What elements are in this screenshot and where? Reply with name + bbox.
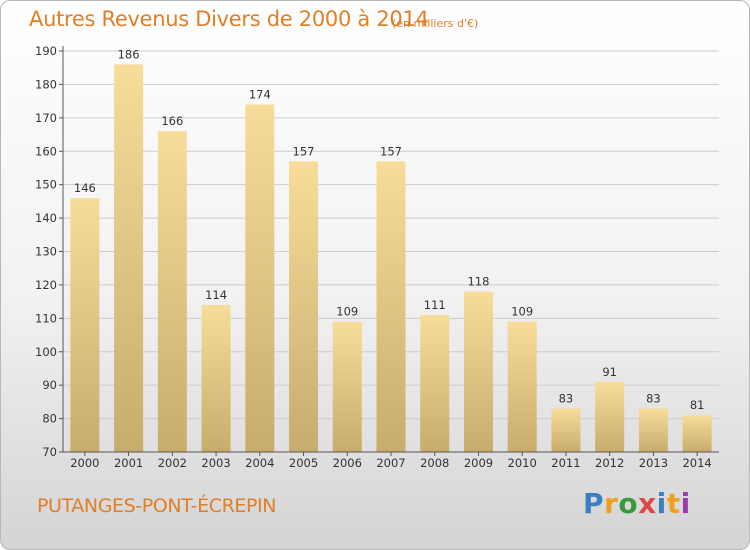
x-tick-label: 2011: [551, 456, 580, 470]
x-tick-label: 2010: [508, 456, 537, 470]
bar: [463, 291, 493, 452]
logo-letter: t: [666, 487, 681, 520]
y-tick-label: 160: [35, 144, 57, 158]
logo-letter: i: [656, 487, 667, 520]
bar: [70, 198, 100, 452]
bar-value-label: 114: [205, 288, 227, 302]
bar-value-label: 81: [690, 398, 705, 412]
logo-letter: P: [583, 487, 605, 520]
y-tick-label: 120: [35, 278, 57, 292]
bar: [376, 161, 406, 452]
x-tick-label: 2006: [333, 456, 362, 470]
bar-value-label: 83: [646, 392, 661, 406]
bar-value-label: 109: [511, 305, 533, 319]
bar: [157, 131, 187, 452]
bar-value-label: 109: [336, 305, 358, 319]
logo-letter: x: [638, 487, 657, 520]
x-tick-label: 2000: [70, 456, 99, 470]
x-tick-label: 2001: [114, 456, 143, 470]
commune-name: PUTANGES-PONT-ÉCREPIN: [37, 495, 277, 517]
bar-value-label: 146: [74, 181, 96, 195]
bar: [507, 321, 537, 452]
bar-value-label: 157: [293, 144, 315, 158]
bar: [638, 408, 668, 452]
y-tick-label: 90: [42, 378, 57, 392]
bar: [114, 64, 144, 452]
bar-value-label: 111: [424, 298, 446, 312]
bar-value-label: 157: [380, 144, 402, 158]
bar: [595, 381, 625, 452]
x-tick-label: 2002: [158, 456, 187, 470]
x-tick-label: 2013: [639, 456, 668, 470]
x-tick-label: 2012: [595, 456, 624, 470]
proxiti-logo[interactable]: Proxiti: [583, 487, 691, 520]
y-tick-label: 190: [35, 44, 57, 58]
y-tick-label: 170: [35, 111, 57, 125]
y-tick-label: 140: [35, 211, 57, 225]
logo-letter: r: [604, 487, 619, 520]
bar-value-label: 186: [118, 47, 140, 61]
y-tick-label: 100: [35, 345, 57, 359]
x-tick-label: 2008: [420, 456, 449, 470]
bar-value-label: 118: [467, 275, 489, 289]
bar: [420, 314, 450, 452]
logo-letter: i: [680, 487, 691, 520]
x-tick-label: 2009: [464, 456, 493, 470]
chart-title: Autres Revenus Divers de 2000 à 2014: [29, 7, 429, 31]
bar: [201, 304, 231, 452]
bar-value-label: 91: [602, 365, 617, 379]
bar: [332, 321, 362, 452]
bar-value-label: 174: [249, 87, 271, 101]
bar-value-label: 83: [559, 392, 574, 406]
y-tick-label: 110: [35, 311, 57, 325]
bar: [289, 161, 319, 452]
y-tick-label: 130: [35, 245, 57, 259]
bar: [682, 415, 712, 452]
x-tick-label: 2007: [376, 456, 405, 470]
x-tick-label: 2014: [682, 456, 711, 470]
logo-letter: o: [618, 487, 639, 520]
y-tick-label: 80: [42, 412, 57, 426]
bar: [551, 408, 581, 452]
x-tick-label: 2003: [201, 456, 230, 470]
unit-note: (en milliers d'€): [392, 17, 479, 30]
y-tick-label: 180: [35, 77, 57, 91]
bar: [245, 104, 275, 452]
y-tick-label: 70: [42, 445, 57, 459]
x-tick-label: 2005: [289, 456, 318, 470]
x-tick-label: 2004: [245, 456, 274, 470]
y-tick-label: 150: [35, 178, 57, 192]
bar-value-label: 166: [161, 114, 183, 128]
